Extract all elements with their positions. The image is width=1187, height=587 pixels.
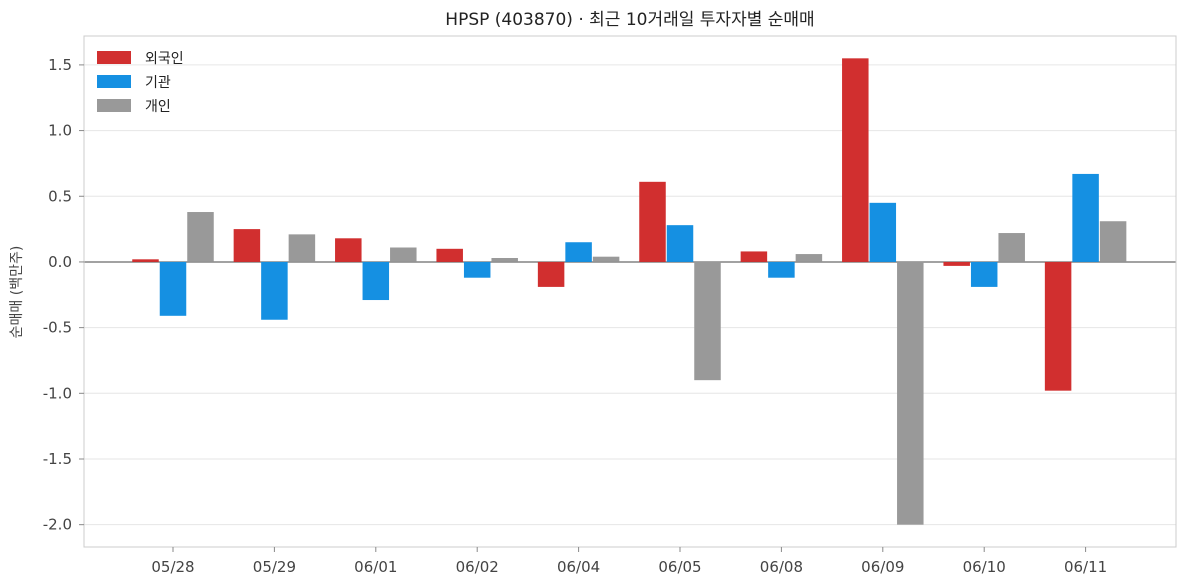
bar — [288, 234, 316, 262]
legend-label: 외국인 — [145, 51, 184, 67]
bar — [261, 261, 288, 320]
y-tick-label: -1.0 — [43, 384, 72, 402]
bar — [795, 254, 823, 262]
legend-label: 기관 — [145, 75, 171, 91]
y-tick-label: 0.5 — [48, 187, 72, 205]
plot-background — [84, 36, 1176, 547]
y-axis-label: 순매매 (백만주) — [9, 246, 25, 339]
y-tick-label: 1.0 — [48, 122, 72, 140]
bars — [132, 58, 1127, 525]
x-tick-label: 06/02 — [456, 558, 499, 576]
bar — [159, 261, 187, 316]
bar — [491, 258, 518, 262]
bar — [233, 229, 261, 262]
bar — [362, 261, 390, 301]
bar — [768, 261, 795, 278]
bar — [335, 238, 362, 262]
bar — [842, 58, 869, 262]
bar — [132, 259, 159, 262]
x-tick-label: 06/08 — [760, 558, 803, 576]
x-axis: 05/28 05/29 06/01 06/02 06/04 06/05 06/08 06/09… — [151, 547, 1107, 576]
bar — [390, 247, 417, 262]
legend-label: 개인 — [145, 99, 171, 115]
x-tick-label: 06/10 — [963, 558, 1006, 576]
bar — [537, 261, 565, 287]
y-axis: -2.0 -1.5 -1.0 -0.5 0.0 0.5 1.0 1.5 — [43, 56, 84, 534]
chart-title: HPSP (403870) · 최근 10거래일 투자자별 순매매 — [445, 10, 814, 30]
x-tick-label: 06/05 — [658, 558, 701, 576]
bar — [592, 256, 620, 262]
bar — [1099, 221, 1127, 262]
y-tick-label: -2.0 — [43, 516, 72, 534]
bar — [740, 251, 768, 262]
bar — [1044, 261, 1072, 391]
x-tick-label: 06/11 — [1064, 558, 1107, 576]
legend-swatch — [97, 51, 131, 64]
bar — [943, 261, 970, 266]
bar — [463, 261, 491, 278]
legend-swatch — [97, 99, 131, 112]
bar — [565, 242, 592, 262]
x-tick-label: 06/01 — [354, 558, 397, 576]
bar — [639, 181, 666, 262]
bar — [1072, 173, 1099, 262]
legend-swatch — [97, 75, 131, 88]
y-tick-label: -0.5 — [43, 319, 72, 337]
bar — [998, 233, 1025, 262]
bar — [869, 202, 897, 262]
bar — [187, 212, 214, 262]
bar — [694, 261, 721, 381]
y-tick-label: -1.5 — [43, 450, 72, 468]
x-tick-label: 05/28 — [151, 558, 194, 576]
bar — [436, 248, 463, 262]
x-tick-label: 06/09 — [861, 558, 904, 576]
x-tick-label: 06/04 — [557, 558, 600, 576]
y-tick-label: 0.0 — [48, 253, 72, 271]
bar — [970, 261, 998, 287]
y-tick-label: 1.5 — [48, 56, 72, 74]
x-tick-label: 05/29 — [253, 558, 296, 576]
bar — [666, 225, 694, 262]
bar — [897, 261, 924, 525]
plot-frame — [83, 35, 1177, 548]
